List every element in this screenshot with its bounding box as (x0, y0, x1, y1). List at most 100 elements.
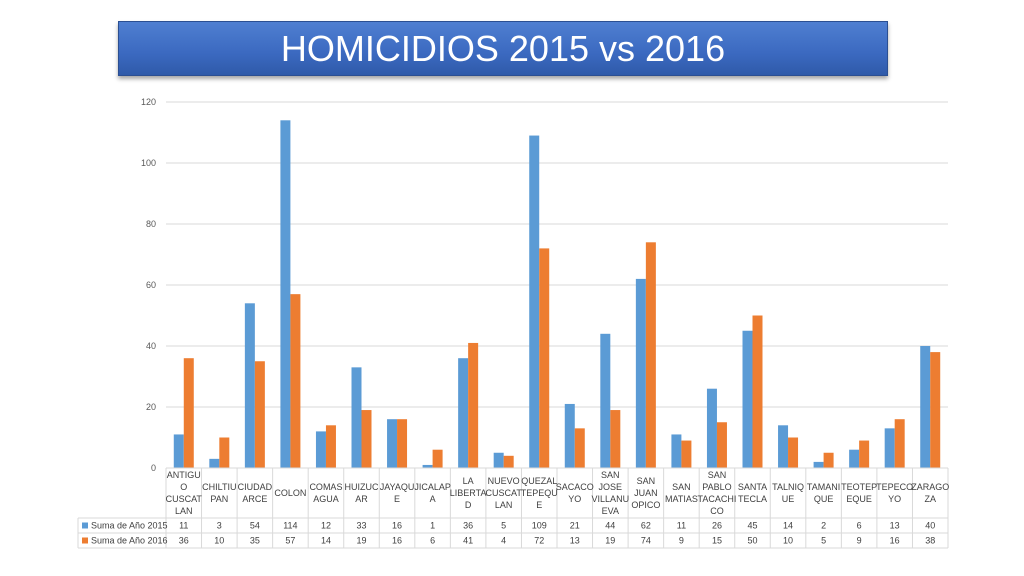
bar-2016 (610, 410, 621, 468)
bar-2015 (671, 434, 682, 468)
data-cell: 15 (712, 536, 722, 546)
category-label: VILLANU (592, 494, 630, 504)
data-cell: 10 (783, 536, 793, 546)
legend-key-2015 (82, 522, 88, 529)
bar-2015 (493, 452, 504, 468)
data-cell: 5 (821, 536, 826, 546)
category-label: ANTIGU (167, 470, 201, 480)
category-label: TEOTEP (841, 482, 877, 492)
y-tick-label: 40 (146, 341, 156, 351)
bar-2016 (752, 315, 763, 468)
category-label: EVA (602, 506, 619, 516)
y-tick-label: 80 (146, 219, 156, 229)
bar-2015 (849, 449, 860, 468)
category-label: E (536, 500, 542, 510)
data-cell: 50 (747, 536, 757, 546)
bar-2016 (574, 428, 585, 468)
category-label: MATIAS (665, 494, 698, 504)
data-cell: 14 (321, 536, 331, 546)
data-cell: 5 (501, 521, 506, 531)
category-label: QUE (814, 494, 834, 504)
bar-2015 (635, 278, 646, 468)
data-cell: 57 (285, 536, 295, 546)
title-banner: HOMICIDIOS 2015 vs 2016 (118, 21, 888, 76)
category-label: SAN (708, 470, 727, 480)
category-label: JUAN (634, 488, 658, 498)
bar-2016 (539, 248, 550, 468)
category-label: COLON (274, 488, 306, 498)
bar-2015 (458, 358, 469, 468)
category-label: SAN (672, 482, 691, 492)
data-cell: 36 (179, 536, 189, 546)
bar-2015 (529, 135, 540, 469)
category-label: LAN (495, 500, 513, 510)
category-label: E (394, 494, 400, 504)
legend-key-2016 (82, 537, 88, 544)
bar-2016 (716, 422, 727, 468)
bar-2016 (432, 449, 443, 468)
bar-2015 (564, 403, 575, 468)
series-name: Suma de Año 2015 (91, 521, 168, 531)
data-cell: 114 (283, 521, 297, 531)
category-label: HUIZUC (345, 482, 379, 492)
data-cell: 9 (857, 536, 862, 546)
data-cell: 2 (821, 521, 826, 531)
data-cell: 13 (570, 536, 580, 546)
data-cell: 16 (392, 536, 402, 546)
data-cell: 16 (392, 521, 402, 531)
bar-2015 (387, 419, 398, 468)
bar-2015 (742, 330, 753, 468)
category-label: SAN (637, 476, 656, 486)
category-label: LA (463, 476, 474, 486)
category-label: UE (782, 494, 795, 504)
category-label: LIBERTA (450, 488, 487, 498)
category-label: AR (355, 494, 368, 504)
category-label: SAN (601, 470, 620, 480)
category-label: QUEZAL (521, 476, 557, 486)
data-cell: 62 (641, 521, 651, 531)
data-cell: 16 (890, 536, 900, 546)
data-cell: 14 (783, 521, 793, 531)
category-label: JICALAP (414, 482, 451, 492)
category-label: NUEVO (488, 476, 520, 486)
data-cell: 38 (925, 536, 935, 546)
bar-2015 (209, 458, 220, 468)
category-label: O (180, 482, 187, 492)
data-cell: 11 (179, 521, 188, 531)
category-label: PAN (210, 494, 228, 504)
bar-2015 (706, 388, 717, 468)
data-cell: 109 (532, 521, 547, 531)
bar-2015 (422, 464, 433, 468)
bar-2015 (244, 303, 255, 468)
data-cell: 10 (214, 536, 224, 546)
data-cell: 40 (925, 521, 935, 531)
category-label: CO (710, 506, 724, 516)
bar-2016 (894, 419, 905, 468)
data-cell: 36 (463, 521, 473, 531)
category-label: SANTA (738, 482, 767, 492)
bar-2015 (813, 461, 824, 468)
category-label: LAN (175, 506, 193, 516)
bar-2015 (600, 333, 611, 468)
y-tick-label: 60 (146, 280, 156, 290)
category-label: TACACHI (698, 494, 737, 504)
bar-2015 (315, 431, 326, 468)
category-label: AGUA (313, 494, 339, 504)
category-label: ARCE (242, 494, 267, 504)
bar-2016 (361, 410, 372, 468)
category-label: JOSE (599, 482, 623, 492)
bar-2015 (351, 367, 362, 468)
data-cell: 35 (250, 536, 260, 546)
bar-2015 (920, 346, 931, 468)
category-label: TAMANI (807, 482, 840, 492)
data-cell: 21 (570, 521, 580, 531)
bar-2016 (290, 294, 301, 468)
data-cell: 1 (430, 521, 435, 531)
bar-2016 (930, 352, 941, 468)
category-label: SACACO (556, 482, 594, 492)
data-cell: 45 (747, 521, 757, 531)
bar-2016 (183, 358, 194, 468)
category-label: CUSCAT (166, 494, 203, 504)
category-label: D (465, 500, 472, 510)
